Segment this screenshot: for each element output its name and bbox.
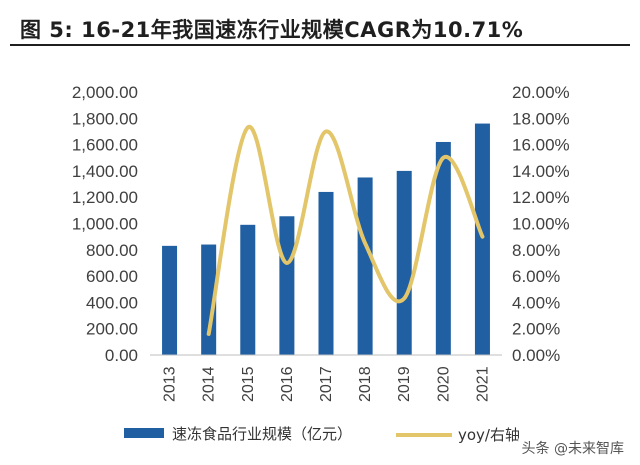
legend-bar-swatch — [124, 428, 164, 438]
y-right-tick-label: 6.00% — [512, 267, 560, 286]
bar — [396, 170, 412, 355]
y-right-tick-label: 20.00% — [512, 83, 570, 102]
chart-title: 图 5: 16-21年我国速冻行业规模CAGR为10.71% — [20, 18, 524, 42]
y-right-tick-label: 18.00% — [512, 109, 570, 128]
x-tick-label: 2016 — [279, 366, 296, 402]
bar — [201, 244, 217, 355]
y-left-tick-label: 600.00 — [86, 267, 138, 286]
bar — [162, 245, 178, 355]
x-tick-label: 2013 — [162, 366, 179, 402]
y-left-tick-label: 1,000.00 — [72, 215, 138, 234]
y-right-tick-label: 4.00% — [512, 293, 560, 312]
x-tick-label: 2018 — [357, 366, 374, 402]
y-left-tick-label: 400.00 — [86, 293, 138, 312]
y-left-tick-label: 0.00 — [105, 346, 138, 365]
x-tick-label: 2020 — [435, 366, 452, 402]
y-right-tick-label: 10.00% — [512, 215, 570, 234]
y-left-tick-label: 1,600.00 — [72, 136, 138, 155]
y-left-tick-label: 1,400.00 — [72, 162, 138, 181]
y-left-tick-label: 1,200.00 — [72, 188, 138, 207]
y-left-tick-label: 1,800.00 — [72, 109, 138, 128]
yoy-line — [206, 125, 485, 336]
y-left-tick-label: 200.00 — [86, 320, 138, 339]
bar — [435, 141, 451, 355]
y-right-tick-label: 12.00% — [512, 188, 570, 207]
bar — [279, 216, 295, 355]
x-tick-label: 2014 — [201, 366, 218, 402]
x-tick-label: 2021 — [474, 366, 491, 402]
bar — [318, 191, 334, 355]
x-tick-label: 2015 — [240, 366, 257, 402]
x-tick-label: 2019 — [396, 366, 413, 402]
y-left-tick-label: 2,000.00 — [72, 83, 138, 102]
y-right-tick-label: 2.00% — [512, 320, 560, 339]
y-right-tick-label: 8.00% — [512, 241, 560, 260]
watermark: 头条 @未来智库 — [517, 437, 628, 459]
bar — [240, 224, 256, 355]
legend-bar-label: 速冻食品行业规模（亿元） — [172, 425, 352, 443]
x-tick-label: 2017 — [318, 366, 335, 402]
title-bar: 图 5: 16-21年我国速冻行业规模CAGR为10.71% — [10, 6, 630, 46]
y-right-tick-label: 0.00% — [512, 346, 560, 365]
bar — [474, 123, 490, 355]
bar — [357, 177, 373, 355]
y-right-tick-label: 16.00% — [512, 136, 570, 155]
y-right-tick-label: 14.00% — [512, 162, 570, 181]
legend-line-label: yoy/右轴 — [458, 426, 520, 444]
y-left-tick-label: 800.00 — [86, 241, 138, 260]
